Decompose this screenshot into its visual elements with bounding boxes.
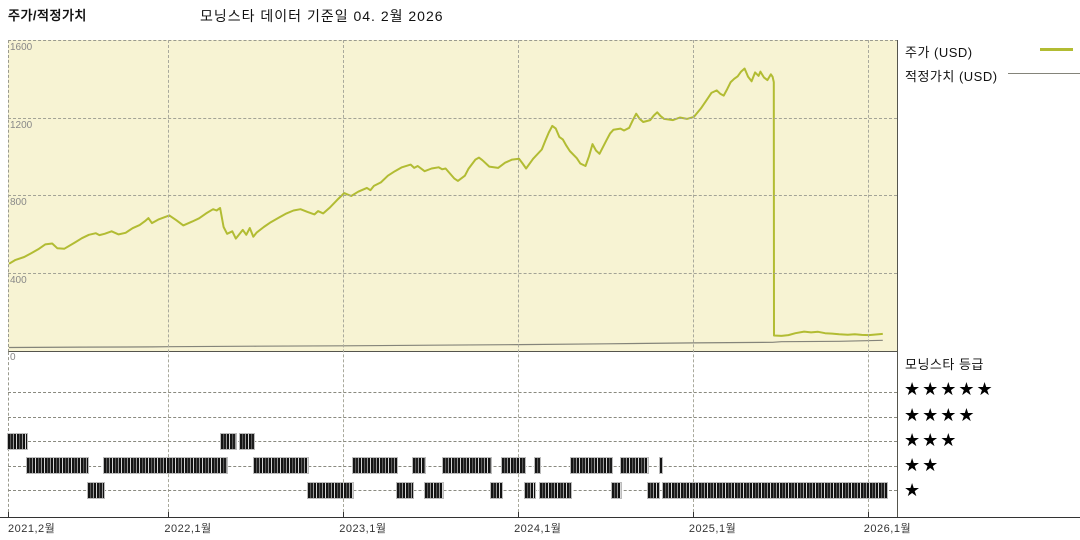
rating-bar-2-star [25, 457, 89, 474]
rating-bar-2-star [533, 457, 541, 474]
rating-bar-2-star [102, 457, 228, 474]
rating-bar-2-star [351, 457, 399, 474]
x-axis-tick [692, 512, 694, 517]
rating-legend-row-4-stars: ★★★★ [904, 405, 977, 425]
rating-bar-2-star [441, 457, 492, 474]
page-title: 주가/적정가치 [8, 8, 87, 23]
price-line-svg [9, 67, 883, 349]
y-axis-label: 1600 [10, 42, 33, 53]
rating-bar-2-star [501, 457, 527, 474]
x-axis-tick [518, 512, 520, 517]
x-axis-label: 2024,1월 [514, 523, 562, 535]
rating-bar-1-star [307, 481, 354, 499]
grid-line-vertical [692, 40, 694, 517]
price-line-swatch [1040, 48, 1073, 51]
rating-bar-1-star [86, 481, 105, 499]
fair-value-line [9, 339, 883, 349]
rating-grid-line [8, 416, 897, 418]
page-subtitle: 모닝스타 데이터 기준일 04. 2월 2026 [200, 8, 444, 24]
price-legend-label: 주가 (USD) [905, 45, 973, 60]
x-axis-tick [343, 512, 345, 517]
y-axis-label: 1200 [10, 119, 33, 131]
rating-bar-2-star [620, 457, 650, 474]
rating-bar-2-star [658, 457, 664, 474]
rating-grid-line [8, 392, 897, 393]
x-axis-label: 2026,1월 [863, 523, 912, 535]
grid-line-vertical [343, 40, 345, 517]
x-axis-line [0, 517, 1080, 518]
rating-bar-2-star [253, 457, 310, 474]
legend-separator-line [897, 40, 898, 517]
rating-legend-row-1-stars: ★ [904, 480, 923, 500]
rating-legend-title: 모닝스타 등급 [905, 357, 984, 372]
rating-grid-line [8, 441, 897, 442]
x-axis-label: 2023,1월 [339, 523, 387, 535]
x-axis-label: 2025,1월 [688, 523, 737, 535]
fair-value-legend-label: 적정가치 (USD) [905, 69, 998, 84]
rating-bar-1-star [647, 481, 660, 499]
grid-line-horizontal [8, 272, 897, 274]
rating-bar-2-star [569, 457, 613, 474]
rating-bar-1-star [662, 481, 889, 499]
rating-bar-1-star [396, 481, 415, 499]
rating-bar-3-star [239, 432, 256, 450]
y-axis-label: 0 [10, 352, 16, 363]
rating-legend-row-2-stars: ★★ [904, 455, 941, 475]
rating-bar-1-star [538, 481, 572, 499]
grid-line-horizontal [8, 195, 897, 196]
price-line [9, 67, 883, 337]
x-axis-label: 2022,1월 [164, 523, 212, 535]
x-axis-label: 2021,2월 [8, 523, 56, 535]
grid-line-horizontal [8, 117, 897, 119]
x-axis-tick [8, 512, 9, 517]
x-axis-tick [168, 512, 170, 517]
rating-grid-line [8, 490, 897, 491]
rating-bar-3-star [219, 432, 237, 450]
grid-line-vertical [867, 40, 869, 517]
y-axis-label: 800 [10, 197, 27, 208]
rating-bar-1-star [489, 481, 504, 499]
price-fairvalue-plot [8, 40, 898, 352]
y-axis-label: 400 [10, 274, 27, 286]
rating-bar-1-star [610, 481, 623, 499]
rating-bar-3-star [7, 432, 28, 450]
grid-line-vertical [168, 40, 170, 517]
fair-value-line-swatch [1008, 73, 1080, 74]
rating-legend-row-3-stars: ★★★ [904, 430, 959, 450]
x-axis-tick [867, 512, 869, 517]
rating-legend-row-5-stars: ★★★★★ [904, 379, 995, 399]
rating-bar-1-star [524, 481, 536, 499]
rating-bar-1-star [424, 481, 444, 499]
rating-bar-2-star [412, 457, 427, 474]
grid-line-vertical [518, 40, 520, 517]
